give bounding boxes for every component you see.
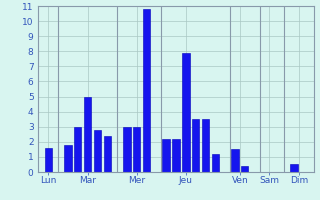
Bar bbox=[44, 148, 52, 172]
Bar bbox=[123, 127, 131, 172]
Bar bbox=[231, 149, 239, 172]
Bar bbox=[163, 139, 170, 172]
Bar bbox=[290, 164, 298, 172]
Bar bbox=[74, 127, 81, 172]
Bar bbox=[103, 136, 111, 172]
Bar bbox=[143, 9, 150, 172]
Bar bbox=[64, 145, 72, 172]
Bar bbox=[84, 97, 91, 172]
Bar bbox=[133, 127, 140, 172]
Bar bbox=[212, 154, 219, 172]
Bar bbox=[241, 166, 249, 172]
Bar bbox=[202, 119, 209, 172]
Bar bbox=[172, 139, 180, 172]
Bar bbox=[94, 130, 101, 172]
Bar bbox=[192, 119, 199, 172]
Bar bbox=[182, 53, 189, 172]
